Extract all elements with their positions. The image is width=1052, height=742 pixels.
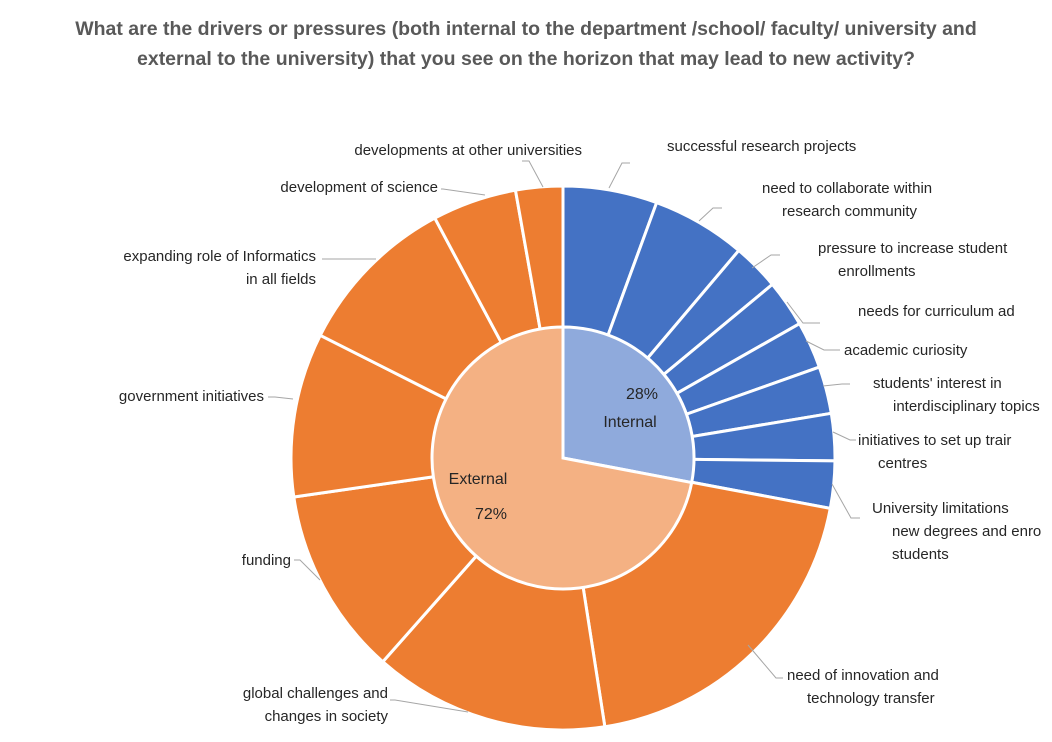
inner-label-internal-value: 28% <box>626 386 658 403</box>
outer-label-10-line-2: changes in society <box>265 708 389 725</box>
inner-label-internal-name: Internal <box>603 414 656 431</box>
chart-title: What are the drivers or pressures (both … <box>20 14 1032 74</box>
leader-line-12 <box>268 396 294 400</box>
outer-label-2-line-1: need to collaborate within <box>762 180 932 197</box>
outer-label-3-line-1: pressure to increase student <box>818 240 1008 257</box>
outer-label-1: successful research projects <box>667 138 856 155</box>
outer-label-13-line-1: expanding role of Informatics <box>123 248 316 265</box>
outer-label-9-line-1: need of innovation and <box>787 667 939 684</box>
inner-label-external-name: External <box>449 471 508 488</box>
inner-slice-external <box>430 325 694 591</box>
outer-label-14-line-1: development of science <box>280 179 438 196</box>
leader-line-10 <box>390 699 469 713</box>
leader-line-8 <box>831 483 860 519</box>
inner-slice-internal <box>561 325 696 485</box>
outer-label-11-line-1: funding <box>242 552 291 569</box>
outer-label-11: funding <box>242 552 291 569</box>
outer-label-4-line-1: needs for curriculum ad <box>858 303 1015 320</box>
outer-label-9: need of innovation and technology transfe… <box>787 667 939 707</box>
leader-line-3 <box>751 254 780 269</box>
outer-label-10-line-1: global challenges and <box>243 685 388 702</box>
leader-line-1 <box>608 162 630 189</box>
inner-ring <box>430 325 696 591</box>
leader-line-2 <box>698 207 722 222</box>
outer-label-8-line-1: University limitations <box>872 500 1009 517</box>
outer-label-7-line-1: initiatives to set up trair <box>858 432 1011 449</box>
outer-label-15: developments at other universities <box>354 142 582 159</box>
leader-line-4 <box>786 301 820 324</box>
outer-label-3: pressure to increase student enrollments <box>818 240 1008 280</box>
outer-label-8: University limitations new degrees and en… <box>872 500 1041 563</box>
outer-label-1-line-1: successful research projects <box>667 138 856 155</box>
outer-label-2-line-2: research community <box>782 203 918 220</box>
leader-line-9 <box>747 644 783 679</box>
outer-label-14: development of science <box>280 179 438 196</box>
outer-label-13: expanding role of Informatics in all fiel… <box>123 248 316 288</box>
outer-label-6-line-1: students' interest in <box>873 375 1002 392</box>
outer-label-5: academic curiosity <box>844 342 968 359</box>
leader-line-6 <box>822 383 850 387</box>
outer-label-3-line-2: enrollments <box>838 263 916 280</box>
outer-label-12-line-1: government initiatives <box>119 388 264 405</box>
leader-line-7 <box>832 431 856 441</box>
outer-label-7-line-2: centres <box>878 455 927 472</box>
outer-label-5-line-1: academic curiosity <box>844 342 968 359</box>
outer-label-4: needs for curriculum ad <box>858 303 1015 320</box>
outer-label-7: initiatives to set up trair centres <box>858 432 1011 472</box>
inner-label-external-value: 72% <box>475 506 507 523</box>
outer-label-15-line-1: developments at other universities <box>354 142 582 159</box>
outer-label-12: government initiatives <box>119 388 264 405</box>
leader-line-11 <box>294 559 321 581</box>
outer-label-6: students' interest in interdisciplinary t… <box>873 375 1040 415</box>
outer-label-13-line-2: in all fields <box>246 271 316 288</box>
outer-label-6-line-2: interdisciplinary topics <box>893 398 1040 415</box>
slice-labels: successful research projects need to coll… <box>119 138 1041 725</box>
outer-label-2: need to collaborate within research commu… <box>762 180 932 220</box>
leader-line-5 <box>805 340 840 351</box>
chart-title-line-1: What are the drivers or pressures (both … <box>75 18 977 40</box>
leader-lines <box>268 160 860 713</box>
outer-label-9-line-2: technology transfer <box>807 690 935 707</box>
leader-line-14 <box>441 188 486 196</box>
outer-label-8-line-3: students <box>892 546 949 563</box>
leader-line-15 <box>522 160 544 188</box>
outer-label-8-line-2: new degrees and enro <box>892 523 1041 540</box>
outer-label-10: global challenges and changes in society <box>243 685 389 725</box>
chart-title-line-2: external to the university) that you see… <box>137 48 915 70</box>
